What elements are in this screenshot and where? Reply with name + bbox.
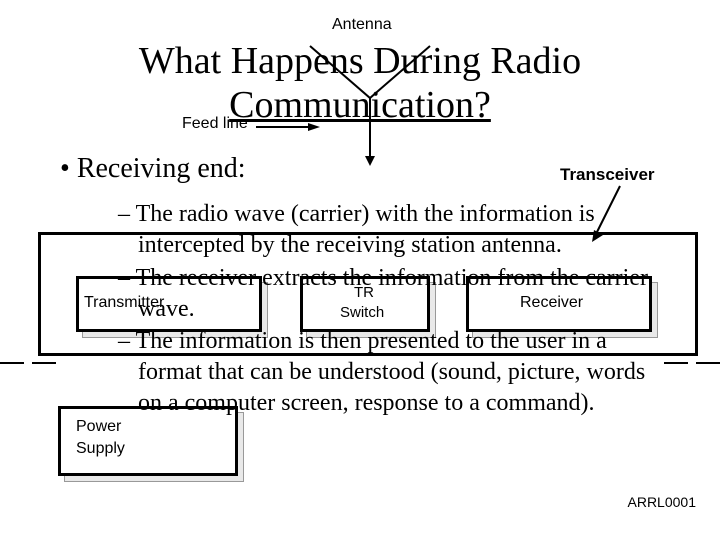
title-line-2: Communication?: [229, 84, 491, 126]
slide-text: What Happens During Radio Communication?…: [0, 0, 720, 540]
title-line-1: What Happens During Radio: [139, 40, 581, 82]
sub-2: The receiver extracts the information fr…: [118, 263, 670, 324]
sub-1: The radio wave (carrier) with the inform…: [118, 199, 670, 260]
slide-title: What Happens During Radio Communication?: [50, 40, 670, 127]
sub-3: The information is then presented to the…: [118, 326, 670, 418]
bullet-receiving-end: Receiving end:: [60, 153, 670, 185]
sub-bullets: The radio wave (carrier) with the inform…: [118, 199, 670, 418]
